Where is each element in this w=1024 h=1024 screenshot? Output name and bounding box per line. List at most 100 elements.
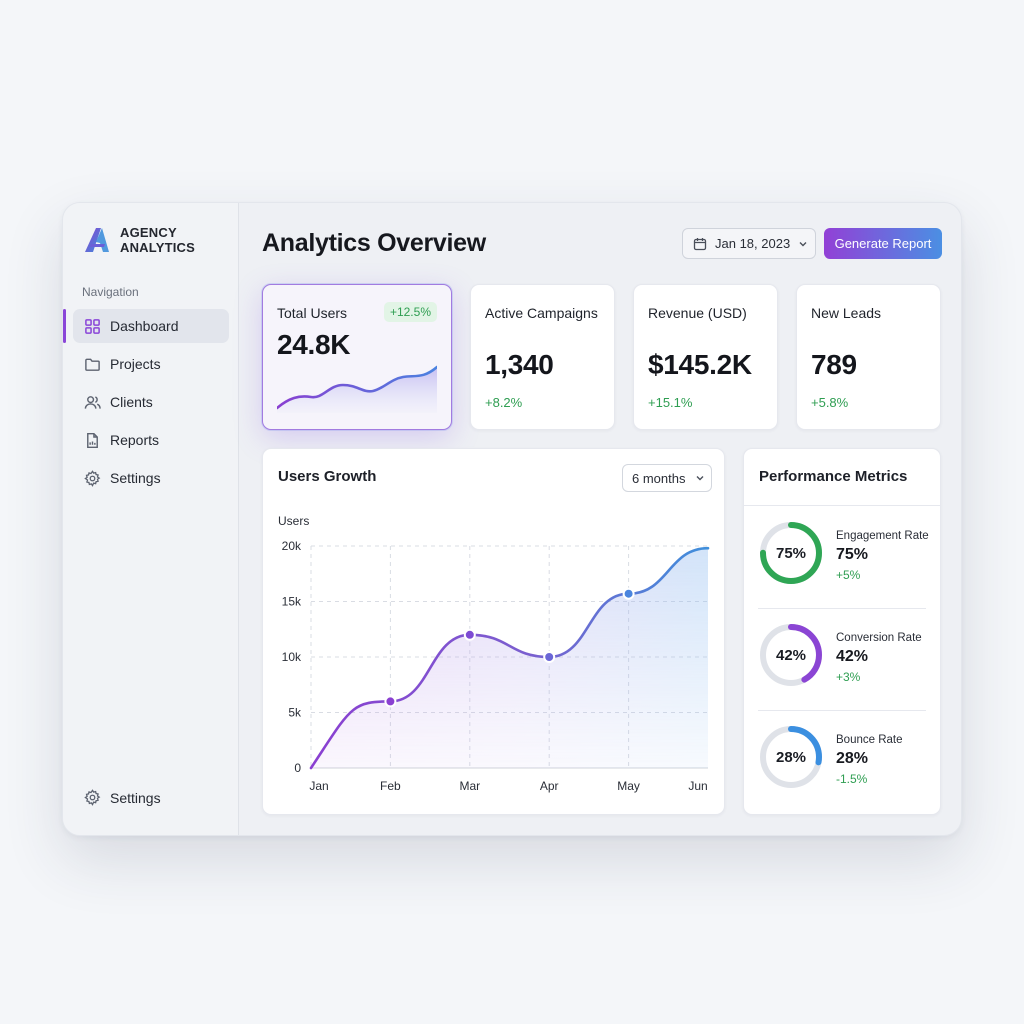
date-picker[interactable]: Jan 18, 2023 xyxy=(682,228,816,259)
ring-percent-label: 75% xyxy=(775,544,807,562)
y-tick-label: 0 xyxy=(294,761,301,775)
range-select[interactable]: 6 months xyxy=(622,464,712,492)
y-tick-label: 10k xyxy=(282,650,302,664)
brand-logo[interactable]: AGENCY ANALYTICS xyxy=(83,225,195,255)
progress-ring xyxy=(760,624,822,686)
sidebar-item-label: Clients xyxy=(110,394,153,410)
sidebar-bottom-label: Settings xyxy=(110,789,161,806)
brand-line-1: AGENCY xyxy=(120,225,177,240)
ring-progress xyxy=(760,624,822,686)
sidebar-item-settings[interactable]: Settings xyxy=(73,461,229,495)
metric-bounce-rate[interactable]: 28% Bounce Rate 28% -1.5% xyxy=(758,724,928,824)
sidebar-item-label: Projects xyxy=(110,356,161,372)
divider xyxy=(744,505,940,506)
sidebar-item-clients[interactable]: Clients xyxy=(73,385,229,419)
stat-label: Revenue (USD) xyxy=(648,305,747,321)
sidebar-item-reports[interactable]: Reports xyxy=(73,423,229,457)
divider xyxy=(758,710,926,711)
stat-delta: +5.8% xyxy=(811,395,849,410)
x-tick-label: Jun xyxy=(688,779,707,793)
x-tick-label: Mar xyxy=(459,779,480,793)
stat-value: 789 xyxy=(811,349,857,380)
stat-value: $145.2K xyxy=(648,349,752,380)
stat-label: Total Users xyxy=(277,305,348,321)
y-tick-label: 5k xyxy=(288,706,302,720)
stat-card-active-campaigns[interactable]: Active Campaigns 1,340 +8.2% xyxy=(470,284,615,430)
growth-badge: +12.5% xyxy=(383,302,437,322)
y-tick-label: 20k xyxy=(282,539,302,553)
brand-name: AGENCY ANALYTICS xyxy=(120,225,195,255)
file-icon xyxy=(87,432,98,448)
x-tick-label: Jan xyxy=(309,779,328,793)
main-content: Analytics Overview Jan 18, 2023 Generate… xyxy=(240,203,961,835)
users-area-fill xyxy=(311,548,708,768)
progress-ring xyxy=(760,522,822,584)
agency-logo-icon xyxy=(85,228,109,252)
sidebar-item-label: Settings xyxy=(110,470,161,486)
stat-card-revenue[interactable]: Revenue (USD) $145.2K +15.1% xyxy=(633,284,778,430)
sidebar-bottom-settings[interactable]: Settings xyxy=(84,789,161,806)
metric-name: Bounce Rate xyxy=(836,734,903,746)
sidebar-item-label: Reports xyxy=(110,432,160,448)
grid-icon xyxy=(85,318,100,334)
stat-delta: +8.2% xyxy=(485,395,523,410)
data-point[interactable] xyxy=(622,587,635,600)
data-point[interactable] xyxy=(384,695,397,708)
sidebar: AGENCY ANALYTICS Navigation Dashboard Pr… xyxy=(63,203,239,835)
folder-icon xyxy=(85,358,100,371)
ring-progress xyxy=(760,726,822,788)
gear-icon xyxy=(84,789,101,806)
stat-card-total-users[interactable]: Total Users +12.5% 24.8K xyxy=(262,284,452,430)
metric-delta: +3% xyxy=(836,670,861,684)
y-axis-title: Users xyxy=(278,514,310,528)
stat-label: Active Campaigns xyxy=(485,305,598,321)
metric-name: Conversion Rate xyxy=(836,632,922,644)
metric-value: 75% xyxy=(836,546,869,563)
sidebar-item-dashboard[interactable]: Dashboard xyxy=(63,309,229,343)
sidebar-item-projects[interactable]: Projects xyxy=(73,347,229,381)
total-users-sparkline xyxy=(277,365,437,413)
range-value: 6 months xyxy=(632,470,686,486)
performance-title: Performance Metrics xyxy=(759,468,908,485)
date-value: Jan 18, 2023 xyxy=(715,236,791,251)
stat-label: New Leads xyxy=(811,305,882,321)
progress-ring xyxy=(760,726,822,788)
x-tick-label: Feb xyxy=(380,779,401,793)
users-icon xyxy=(84,395,101,409)
chevron-down-icon xyxy=(696,476,704,481)
users-growth-title: Users Growth xyxy=(278,468,377,485)
nav-heading: Navigation xyxy=(82,285,139,299)
users-growth-card: 0 5k 10k 15k 20k Jan Feb Mar Apr May Jun Users Gro… xyxy=(262,448,725,815)
metric-name: Engagement Rate xyxy=(836,530,929,542)
app-window: AGENCY ANALYTICS Navigation Dashboard Pr… xyxy=(62,202,962,836)
chevron-down-icon xyxy=(799,241,807,246)
metric-conversion-rate[interactable]: 42% Conversion Rate 42% +3% xyxy=(758,622,928,722)
generate-report-button[interactable]: Generate Report xyxy=(824,228,942,259)
ring-progress xyxy=(760,522,822,584)
ring-percent-label: 28% xyxy=(775,748,807,766)
ring-percent-label: 42% xyxy=(775,646,807,664)
page-title: Analytics Overview xyxy=(262,229,486,257)
data-point[interactable] xyxy=(463,628,476,641)
metric-delta: +5% xyxy=(836,568,861,582)
stat-delta: +15.1% xyxy=(648,395,693,410)
x-tick-label: May xyxy=(617,779,640,793)
brand-line-2: ANALYTICS xyxy=(120,240,195,255)
calendar-icon xyxy=(693,237,707,250)
sidebar-item-label: Dashboard xyxy=(110,318,179,334)
y-tick-label: 15k xyxy=(282,595,302,609)
stat-card-new-leads[interactable]: New Leads 789 +5.8% xyxy=(796,284,941,430)
metric-value: 42% xyxy=(836,648,869,665)
metric-delta: -1.5% xyxy=(836,772,868,786)
x-tick-label: Apr xyxy=(540,779,559,793)
sidebar-nav: Dashboard Projects Clients xyxy=(63,309,229,499)
stat-value: 24.8K xyxy=(277,329,351,360)
divider xyxy=(758,608,926,609)
data-point[interactable] xyxy=(543,651,556,663)
gear-icon xyxy=(84,469,101,487)
metric-engagement-rate[interactable]: 75% Engagement Rate 75% +5% xyxy=(758,520,929,620)
users-growth-chart: 0 5k 10k 15k 20k Jan Feb Mar Apr May Jun xyxy=(282,539,710,793)
stat-value: 1,340 xyxy=(485,349,554,380)
performance-metrics-card: Performance Metrics 75% Engagement Rate … xyxy=(743,448,941,815)
metric-value: 28% xyxy=(836,750,869,767)
